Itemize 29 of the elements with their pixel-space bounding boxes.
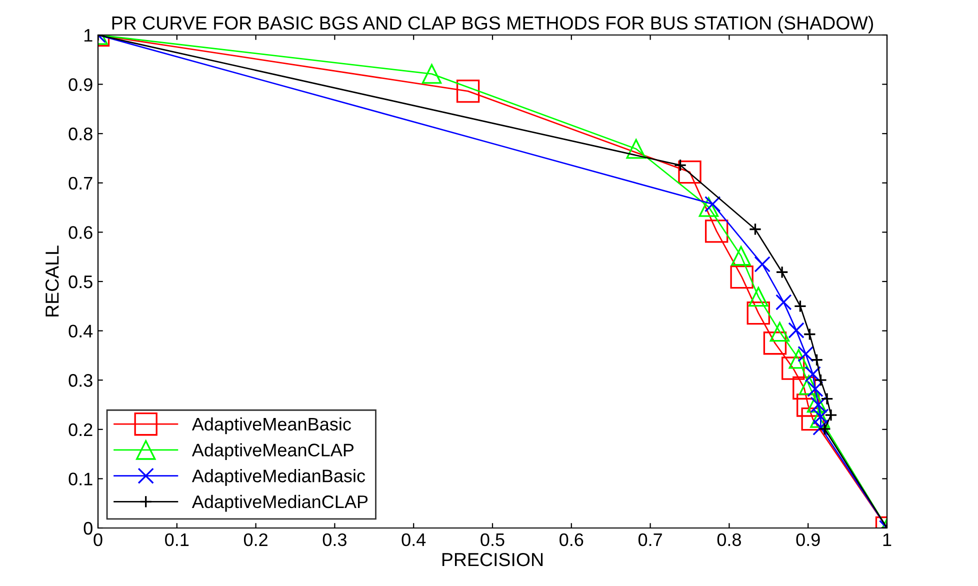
x-tick-label: 0.6 [560,533,584,546]
x-tick-label: 0.2 [244,533,268,546]
x-tick-label: 0 [94,533,102,546]
y-tick-label: 0.7 [68,176,92,190]
y-tick-label: 0.3 [68,374,92,387]
y-tick-label: 0.9 [68,78,92,92]
x-tick-label: 0.1 [165,533,189,546]
x-tick-label: 1 [883,534,892,546]
x-tick-label: 0.4 [402,533,426,546]
y-tick-label: 0.6 [68,226,92,239]
y-tick-label: 0.2 [68,423,92,436]
x-tick-label: 0.7 [638,533,662,546]
x-tick-label: 0.8 [717,533,741,546]
y-tick-label: 0.1 [68,472,92,486]
legend-label: AdaptiveMeanCLAP [192,443,354,460]
x-tick-label: 0.9 [796,533,820,546]
legend-label: AdaptiveMedianCLAP [192,494,368,512]
legend-label: AdaptiveMedianBasic [192,469,366,486]
x-axis-title: PRECISION [442,552,543,566]
y-tick-label: 0.4 [68,324,93,338]
y-tick-label: 1 [84,29,92,42]
chart-title: PR CURVE FOR BASIC BGS AND CLAP BGS METHODS FOR BUS STATION (SHADOW) [112,16,874,34]
y-tick-label: 0.5 [68,275,92,288]
y-axis-title: RECALL [46,246,59,316]
y-tick-label: 0 [84,522,92,535]
x-tick-label: 0.5 [480,533,504,546]
y-tick-label: 0.8 [68,128,92,140]
x-tick-label: 0.3 [322,533,346,546]
legend-label: AdaptiveMeanBasic [192,417,351,434]
